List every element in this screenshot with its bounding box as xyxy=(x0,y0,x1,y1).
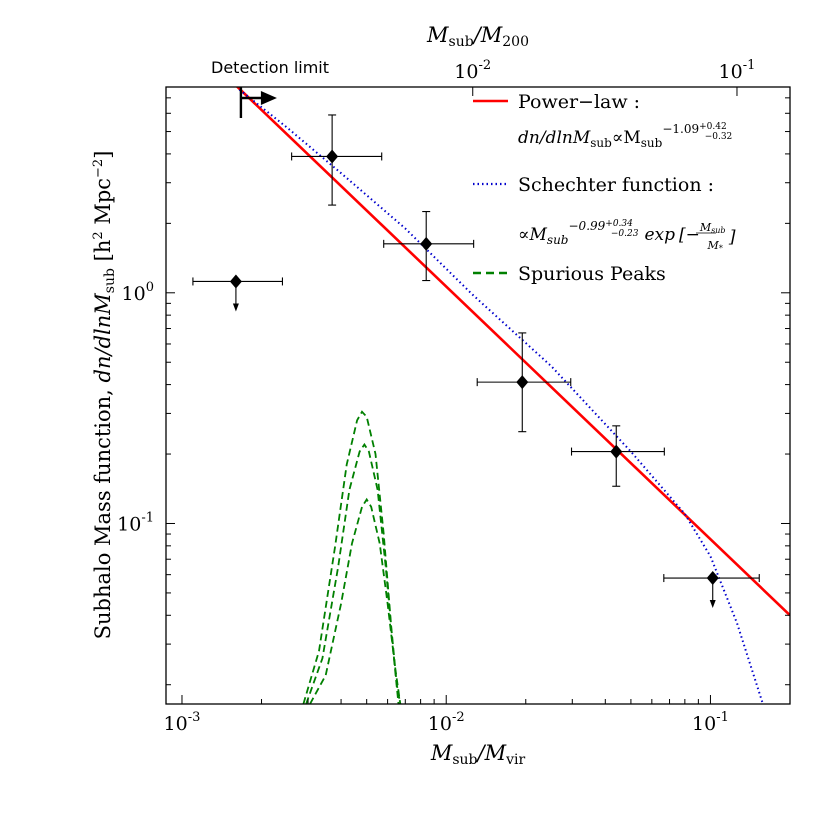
legend-schechter-equation: ∝Msub−0.99+0.34 −0.23 exp [−Msub M*] xyxy=(518,219,736,253)
top-x-tick-label: 10-1 xyxy=(719,58,756,83)
plot-frame xyxy=(165,86,791,705)
legend-spurious-label: Spurious Peaks xyxy=(518,263,666,285)
y-tick-label: 10-1 xyxy=(117,510,154,535)
legend: Power−law : dn/dlnMsub∝Msub−1.09+0.42 −0.… xyxy=(473,91,736,285)
x-tick-label: 10-3 xyxy=(164,710,201,735)
detection-limit-label: Detection limit xyxy=(211,58,329,77)
top-x-axis-title: Msub/M200 xyxy=(426,23,529,50)
detection-limit-arrow-icon xyxy=(260,91,277,105)
data-point-diamond xyxy=(229,274,242,289)
legend-power-law-equation: dn/dlnMsub∝Msub−1.09+0.42 −0.32 xyxy=(518,122,732,150)
data-point-diamond xyxy=(610,444,623,459)
x-axis-title: Msub/Mvir xyxy=(430,741,526,768)
data-points-layer xyxy=(192,114,760,609)
upper-limit-arrowhead xyxy=(709,600,716,609)
series-layer xyxy=(235,87,790,704)
schechter-function-line xyxy=(238,88,764,704)
ticks-layer: 10-3 10-2 10-1 10-2 10-1 10-1 100 xyxy=(117,58,791,735)
x-tick-label: 10-1 xyxy=(692,710,729,735)
legend-power-law-label: Power−law : xyxy=(518,91,640,113)
spurious-peaks-curve xyxy=(305,442,400,704)
power-law-line xyxy=(235,87,790,617)
data-point-diamond xyxy=(326,149,339,164)
data-point-diamond xyxy=(420,236,433,251)
data-point-diamond xyxy=(706,571,719,586)
spurious-peaks-curve xyxy=(302,410,402,704)
y-axis-title: Subhalo Mass function, dn/dlnMsub [h2 Mp… xyxy=(91,151,118,640)
data-point-diamond xyxy=(516,375,529,390)
spurious-peaks-curve xyxy=(309,497,402,704)
legend-schechter-label: Schechter function : xyxy=(518,174,714,196)
top-x-tick-label: 10-2 xyxy=(454,58,491,83)
y-tick-label: 100 xyxy=(122,280,154,305)
x-tick-label: 10-2 xyxy=(428,710,465,735)
upper-limit-arrowhead xyxy=(232,303,239,312)
